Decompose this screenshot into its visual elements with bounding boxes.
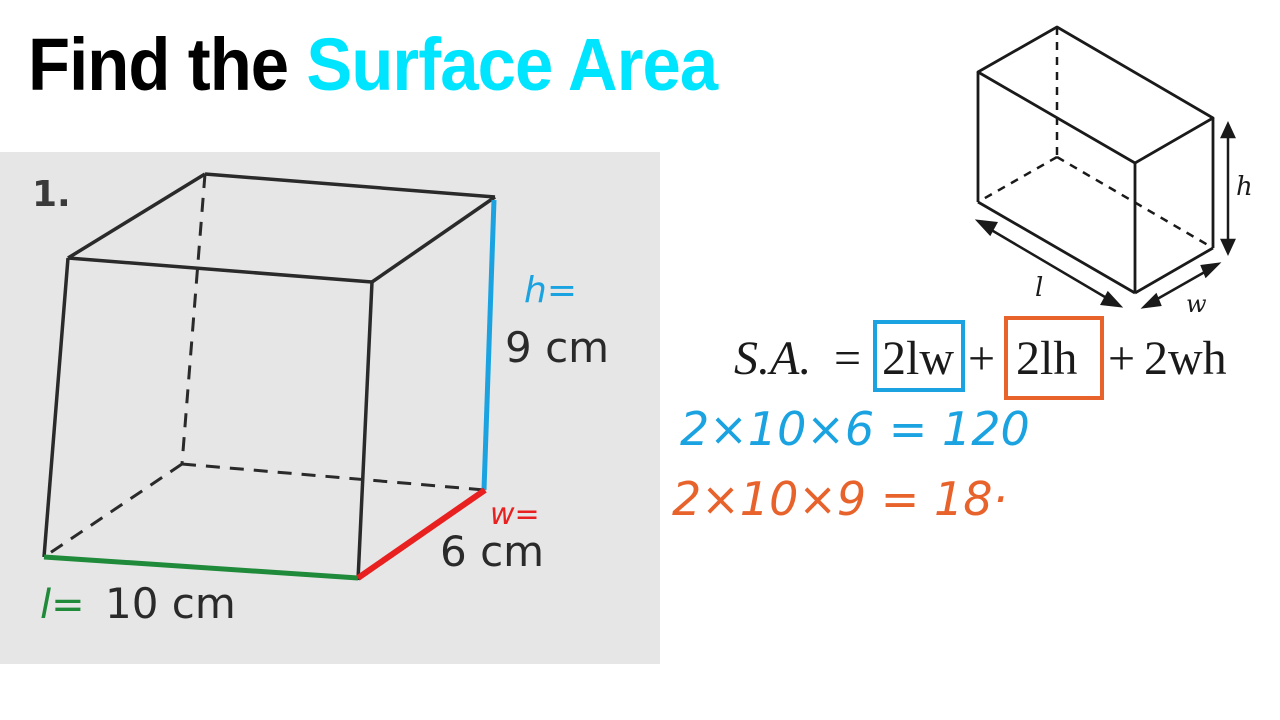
formula-term-2lw: 2lw	[882, 332, 954, 385]
handwritten-work: 2×10×6 = 120 2×10×9 = 18·	[670, 395, 1030, 535]
formula-lhs: S.A.	[734, 332, 811, 385]
title-part-surface-area: Surface Area	[306, 23, 717, 106]
textbook-photo: 1. h= 9 cm w= 6 cm l= 10 cm	[0, 152, 660, 664]
formula-plus-2: +	[1108, 332, 1135, 385]
h-value: 9 cm	[505, 323, 609, 372]
prism-dimension-arrows	[978, 124, 1234, 307]
w-value: 6 cm	[440, 527, 544, 576]
problem-number: 1.	[32, 174, 71, 215]
formula-plus-1: +	[968, 332, 995, 385]
prism-visible-edges	[978, 27, 1213, 293]
l-label: l=	[40, 582, 85, 628]
work-line-1: 2×10×6 = 120	[680, 402, 1030, 456]
surface-area-formula: S.A. = 2lw + 2lh + 2wh	[730, 312, 1270, 404]
formula-term-2lh: 2lh	[1016, 332, 1077, 385]
work-line-2: 2×10×9 = 18·	[672, 472, 1007, 526]
title-part-find-the: Find the	[28, 23, 288, 106]
formula-equals: =	[834, 332, 861, 385]
l-value: 10 cm	[105, 579, 236, 628]
page-title: Find the Surface Area	[28, 28, 717, 102]
h-label: h=	[524, 270, 577, 311]
formula-term-2wh: 2wh	[1144, 332, 1227, 385]
prism-diagram: l w h	[960, 20, 1260, 320]
prism-l-label: l	[1035, 273, 1043, 303]
photo-background	[0, 152, 660, 664]
prism-h-label: h	[1236, 172, 1253, 202]
